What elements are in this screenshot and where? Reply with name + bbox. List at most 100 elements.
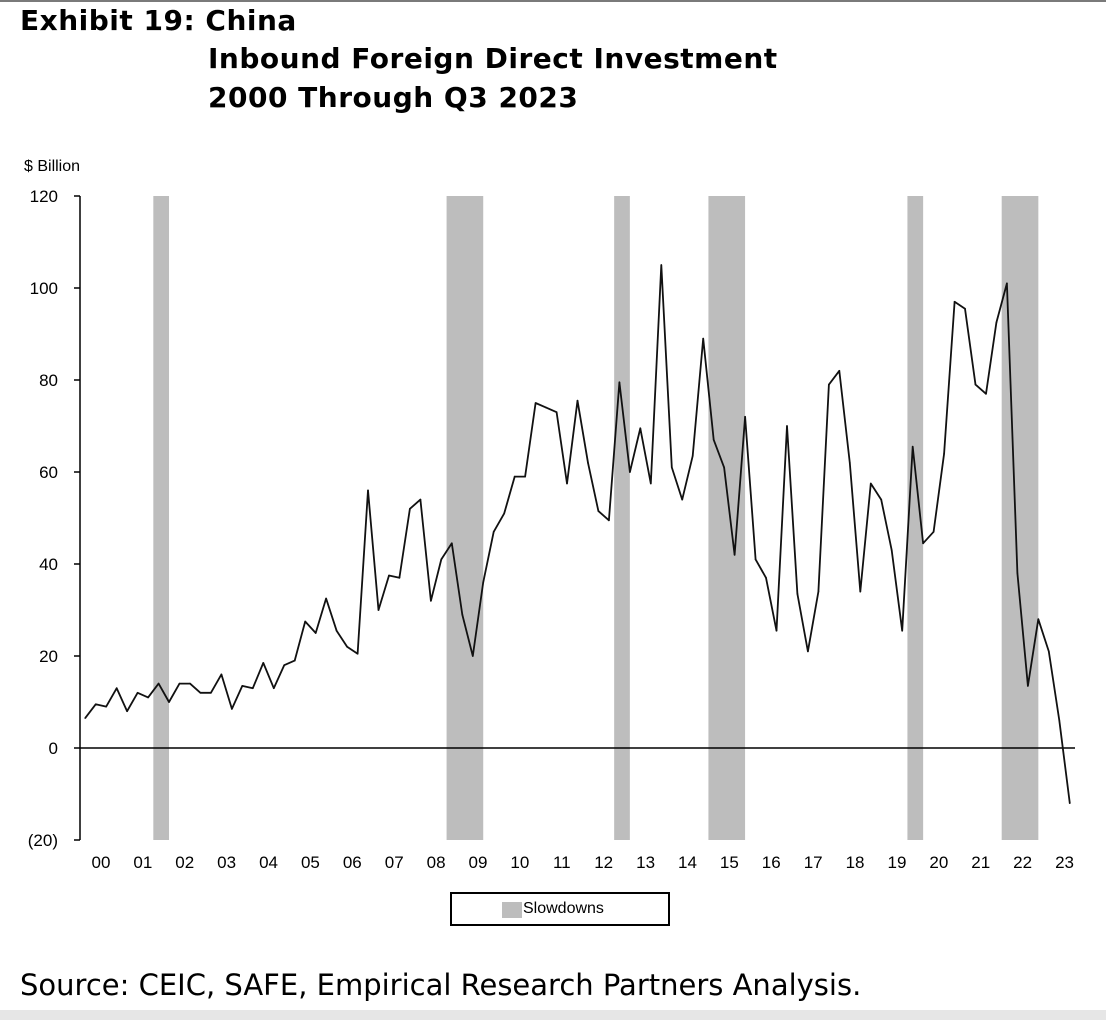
- data-point: [409, 508, 411, 510]
- x-tick-label: 05: [301, 853, 320, 872]
- data-point: [566, 482, 568, 485]
- data-point: [838, 370, 841, 372]
- slowdown-band-1: [153, 196, 170, 840]
- x-tick-label: 21: [971, 853, 990, 872]
- y-tick-label: 120: [30, 187, 58, 206]
- data-point: [650, 482, 652, 485]
- data-point: [115, 687, 118, 689]
- data-point: [252, 687, 254, 689]
- data-point: [922, 542, 924, 545]
- data-point: [859, 590, 862, 593]
- data-point: [629, 471, 631, 473]
- x-tick-label: 07: [385, 853, 404, 872]
- x-tick-label: 17: [804, 853, 823, 872]
- data-point: [398, 577, 401, 579]
- data-point: [210, 692, 212, 694]
- data-point: [1027, 685, 1029, 687]
- data-point: [220, 673, 223, 676]
- slowdown-band-4: [708, 196, 746, 840]
- data-point: [168, 701, 170, 703]
- data-point: [681, 498, 684, 501]
- bottom-bar: [0, 1010, 1106, 1020]
- data-point: [105, 705, 107, 708]
- data-point: [482, 581, 485, 584]
- x-tick-label: 11: [553, 853, 571, 872]
- data-point: [817, 590, 820, 593]
- data-point: [356, 652, 359, 655]
- x-tick-label: 01: [133, 853, 152, 872]
- slowdown-band-5: [907, 196, 924, 840]
- data-point: [1048, 650, 1050, 653]
- data-point: [335, 629, 338, 632]
- data-point: [691, 455, 694, 457]
- data-point: [304, 620, 306, 623]
- data-point: [597, 510, 600, 512]
- data-point: [1058, 719, 1061, 722]
- data-point: [849, 462, 851, 464]
- y-tick-label: 100: [30, 279, 58, 298]
- x-tick-label: 04: [259, 853, 278, 872]
- source-note: Source: CEIC, SAFE, Empirical Research P…: [20, 968, 862, 1002]
- chart-subtitle-line-1: Inbound Foreign Direct Investment: [208, 42, 778, 75]
- x-tick-label: 00: [91, 853, 110, 872]
- data-point: [503, 512, 505, 515]
- x-tick-label: 03: [217, 853, 236, 872]
- data-point: [231, 708, 233, 710]
- slowdown-band-2: [446, 196, 484, 840]
- data-point: [451, 542, 453, 545]
- x-tick-label: 20: [929, 853, 948, 872]
- data-point: [199, 692, 202, 694]
- x-tick-label: 13: [636, 853, 655, 872]
- data-point: [639, 427, 642, 430]
- data-point: [712, 439, 715, 441]
- y-axis-unit-label: $ Billion: [24, 158, 81, 175]
- data-point: [524, 475, 526, 478]
- data-point: [995, 321, 998, 324]
- data-point: [775, 629, 778, 632]
- data-point: [1068, 802, 1071, 804]
- data-point: [670, 466, 673, 469]
- data-point: [985, 393, 987, 395]
- data-point: [1037, 618, 1040, 620]
- data-point: [283, 664, 286, 666]
- data-point: [911, 445, 914, 448]
- legend: Slowdowns: [450, 892, 670, 926]
- legend-swatch-slowdowns: [502, 902, 522, 918]
- data-point: [1006, 282, 1008, 285]
- x-tick-label: 14: [678, 853, 697, 872]
- data-point: [377, 609, 380, 611]
- chart-subtitle-line-2: 2000 Through Q3 2023: [208, 81, 579, 114]
- y-tick-label: (20): [28, 831, 58, 850]
- data-point: [367, 489, 369, 492]
- data-point: [618, 381, 621, 384]
- exhibit-title: Exhibit 19: China: [20, 4, 297, 37]
- data-point: [943, 452, 945, 455]
- x-tick-label: 22: [1013, 853, 1032, 872]
- data-point: [157, 682, 160, 685]
- data-point: [587, 462, 589, 464]
- data-point: [901, 629, 903, 632]
- data-point: [419, 498, 422, 501]
- data-point: [807, 650, 809, 653]
- y-tick-label: 20: [39, 647, 58, 666]
- data-point: [272, 687, 275, 689]
- data-point: [94, 703, 97, 706]
- data-point: [796, 593, 799, 595]
- data-point: [534, 402, 537, 404]
- data-point: [136, 692, 139, 694]
- data-point: [471, 655, 474, 657]
- data-point: [555, 411, 558, 414]
- data-point: [461, 613, 464, 616]
- top-rule: [0, 0, 1106, 2]
- data-point: [723, 466, 725, 469]
- data-point: [786, 425, 788, 427]
- slowdown-band-3: [614, 196, 630, 840]
- data-point: [430, 600, 432, 602]
- data-point: [608, 519, 610, 522]
- data-point: [346, 646, 348, 648]
- x-tick-label: 06: [343, 853, 362, 872]
- x-tick-label: 19: [887, 853, 906, 872]
- data-point: [869, 482, 872, 485]
- data-point: [147, 696, 149, 699]
- x-tick-label: 02: [175, 853, 194, 872]
